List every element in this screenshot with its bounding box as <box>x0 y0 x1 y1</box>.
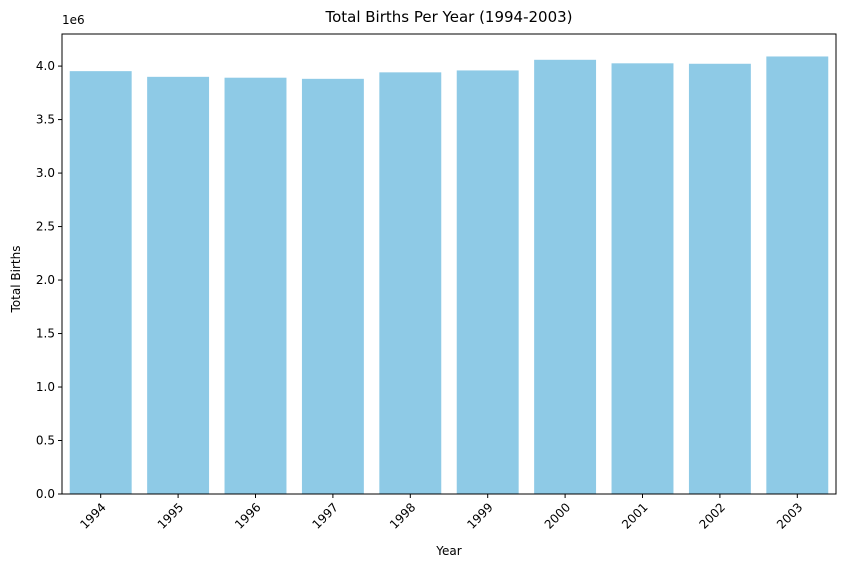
plot-border <box>61 33 837 495</box>
x-tick-label: 1999 <box>464 500 495 531</box>
bars-group <box>69 56 829 495</box>
bar-2001 <box>611 63 674 495</box>
bar-2000 <box>534 59 597 494</box>
y-axis-ticks: 0.0 0.5 1.0 1.5 2.0 2.5 3.0 3.5 4.0 <box>36 59 62 501</box>
y-tick-label: 0.5 <box>36 434 55 448</box>
x-tick-label: 1994 <box>77 500 108 531</box>
x-tick-label: 1997 <box>310 500 341 531</box>
y-tick-label: 4.0 <box>36 59 55 73</box>
y-tick-label: 1.5 <box>36 327 55 341</box>
x-tick-label: 1998 <box>387 500 418 531</box>
y-axis-offset-label: 1e6 <box>62 13 85 27</box>
x-tick-label: 1996 <box>232 500 263 531</box>
bar-1999 <box>456 70 519 495</box>
x-tick-label: 2000 <box>542 500 573 531</box>
bar-2003 <box>766 56 829 495</box>
y-tick-label: 0.0 <box>36 487 55 501</box>
x-axis-label: Year <box>435 544 461 558</box>
bar-2002 <box>688 63 751 494</box>
x-tick-label: 2003 <box>774 500 805 531</box>
x-tick-label: 1995 <box>155 500 186 531</box>
chart-title: Total Births Per Year (1994-2003) <box>324 8 572 26</box>
bar-1998 <box>379 72 442 494</box>
plot-frame <box>61 33 837 495</box>
bar-1995 <box>147 76 210 495</box>
bar-1997 <box>301 78 364 494</box>
y-axis-label: Total Births <box>9 246 23 314</box>
x-tick-label: 2002 <box>697 500 728 531</box>
y-tick-label: 2.0 <box>36 273 55 287</box>
x-axis-ticks: 1994 1995 1996 1997 1998 1999 2000 2001 2002 2003 <box>77 494 805 532</box>
x-tick-label: 2001 <box>619 500 650 531</box>
y-tick-label: 1.0 <box>36 380 55 394</box>
y-tick-label: 3.5 <box>36 113 55 127</box>
y-tick-label: 3.0 <box>36 166 55 180</box>
bar-1996 <box>224 77 287 494</box>
y-tick-label: 2.5 <box>36 220 55 234</box>
bar-1994 <box>69 71 132 494</box>
